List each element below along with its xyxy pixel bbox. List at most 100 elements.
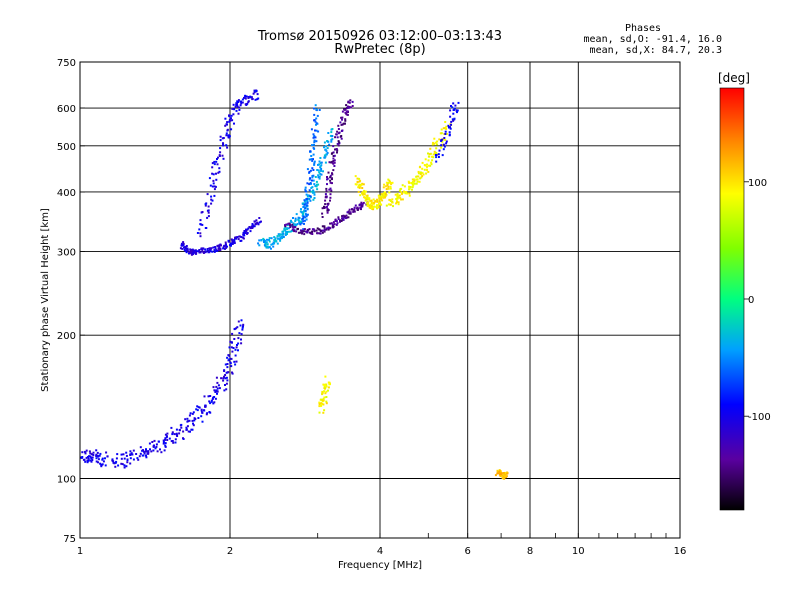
data-point <box>327 202 330 205</box>
data-point <box>428 153 431 156</box>
data-point <box>215 376 218 379</box>
data-point <box>318 175 321 178</box>
data-point <box>123 457 126 460</box>
data-point <box>238 235 241 238</box>
data-point <box>313 119 316 122</box>
data-point <box>312 158 314 161</box>
data-point <box>442 143 445 146</box>
data-point <box>100 465 103 468</box>
data-point <box>379 197 382 200</box>
data-point <box>208 400 211 403</box>
data-point <box>145 456 148 459</box>
data-point <box>217 156 219 159</box>
data-point <box>426 165 428 168</box>
data-point <box>377 194 380 197</box>
data-point <box>359 194 362 197</box>
data-point <box>369 204 372 206</box>
data-point <box>241 326 244 329</box>
data-point <box>270 247 272 250</box>
data-point <box>236 105 239 108</box>
data-point <box>212 182 215 185</box>
data-point <box>329 196 332 199</box>
data-point <box>337 140 340 143</box>
data-point <box>249 95 252 98</box>
data-point <box>291 228 294 231</box>
data-point <box>324 199 327 202</box>
data-point <box>145 454 147 457</box>
data-point <box>168 437 171 440</box>
data-point <box>184 246 187 249</box>
data-point <box>150 450 153 453</box>
data-point <box>397 201 400 204</box>
data-point <box>244 232 247 234</box>
data-point <box>88 455 91 458</box>
data-point <box>304 189 307 192</box>
data-point <box>200 247 203 250</box>
data-point <box>329 187 332 190</box>
data-point <box>235 237 238 240</box>
data-point <box>376 200 379 203</box>
data-point <box>196 409 199 412</box>
data-point <box>373 201 376 204</box>
data-point <box>320 161 323 164</box>
data-point <box>427 164 430 167</box>
data-point <box>207 395 210 398</box>
data-point <box>231 350 234 353</box>
data-point <box>353 208 356 211</box>
data-point <box>396 194 399 197</box>
data-point <box>494 474 497 477</box>
data-point <box>358 180 361 183</box>
data-point <box>207 249 210 252</box>
data-point <box>324 375 327 378</box>
data-point <box>224 243 227 246</box>
data-point <box>215 385 218 388</box>
data-point <box>222 142 224 145</box>
data-point <box>229 362 232 365</box>
data-point <box>187 430 190 433</box>
data-point <box>209 395 212 397</box>
data-point <box>398 189 401 192</box>
data-point <box>251 98 254 100</box>
data-point <box>278 238 281 241</box>
data-point <box>234 348 237 351</box>
data-point <box>99 462 102 465</box>
data-point <box>226 245 228 248</box>
data-point <box>357 190 360 193</box>
data-point <box>346 211 349 214</box>
data-point <box>331 138 334 141</box>
data-point <box>434 154 437 156</box>
data-point <box>327 140 330 143</box>
data-point <box>236 236 239 239</box>
data-point <box>335 220 338 223</box>
data-point <box>299 223 302 226</box>
data-point <box>286 233 288 235</box>
data-point <box>289 230 292 233</box>
data-point <box>353 210 356 213</box>
data-point <box>378 202 381 204</box>
data-point <box>323 226 326 229</box>
data-point <box>180 423 183 426</box>
data-point <box>237 99 240 102</box>
data-point <box>244 94 247 97</box>
data-point <box>323 228 326 231</box>
data-point <box>418 180 421 183</box>
data-point <box>257 242 260 245</box>
y-tick-label: 100 <box>57 475 76 486</box>
data-point <box>329 227 332 230</box>
data-point <box>341 217 343 220</box>
data-point <box>358 186 361 189</box>
data-point <box>318 401 321 404</box>
data-point <box>270 237 273 240</box>
data-point <box>223 244 226 247</box>
data-point <box>147 451 150 454</box>
data-point <box>320 164 323 167</box>
data-point <box>231 119 234 122</box>
data-point <box>339 219 341 222</box>
data-point <box>332 225 335 228</box>
data-point <box>372 198 375 201</box>
data-point <box>297 218 300 221</box>
data-point <box>456 111 458 114</box>
data-point <box>339 121 342 124</box>
data-point <box>351 208 354 211</box>
data-point <box>212 386 215 389</box>
